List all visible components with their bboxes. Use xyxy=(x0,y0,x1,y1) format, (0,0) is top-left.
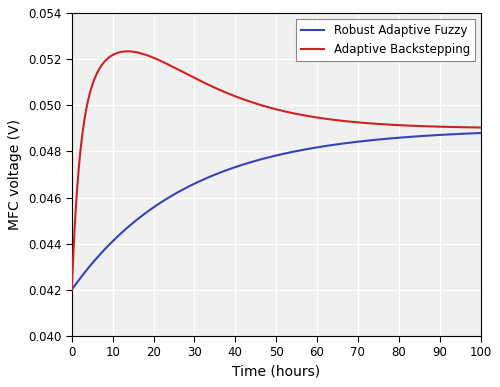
Adaptive Backstepping xyxy=(140,51,146,56)
Adaptive Backstepping xyxy=(244,98,250,103)
Line: Adaptive Backstepping: Adaptive Backstepping xyxy=(72,51,480,289)
Robust Adaptive Fuzzy xyxy=(478,131,484,135)
Adaptive Backstepping xyxy=(69,287,75,292)
Robust Adaptive Fuzzy xyxy=(69,287,75,292)
Line: Robust Adaptive Fuzzy: Robust Adaptive Fuzzy xyxy=(72,133,480,289)
Robust Adaptive Fuzzy xyxy=(226,167,232,172)
Adaptive Backstepping xyxy=(124,49,130,54)
Adaptive Backstepping xyxy=(478,125,484,130)
Robust Adaptive Fuzzy xyxy=(470,131,476,136)
Adaptive Backstepping xyxy=(116,50,121,55)
Robust Adaptive Fuzzy xyxy=(116,233,121,238)
Adaptive Backstepping xyxy=(226,91,232,96)
Robust Adaptive Fuzzy xyxy=(426,133,432,138)
X-axis label: Time (hours): Time (hours) xyxy=(232,365,320,378)
Adaptive Backstepping xyxy=(470,125,476,130)
Robust Adaptive Fuzzy xyxy=(244,161,250,166)
Robust Adaptive Fuzzy xyxy=(140,213,145,217)
Legend: Robust Adaptive Fuzzy, Adaptive Backstepping: Robust Adaptive Fuzzy, Adaptive Backstep… xyxy=(296,19,474,61)
Adaptive Backstepping xyxy=(426,124,432,128)
Y-axis label: MFC voltage (V): MFC voltage (V) xyxy=(8,119,22,230)
